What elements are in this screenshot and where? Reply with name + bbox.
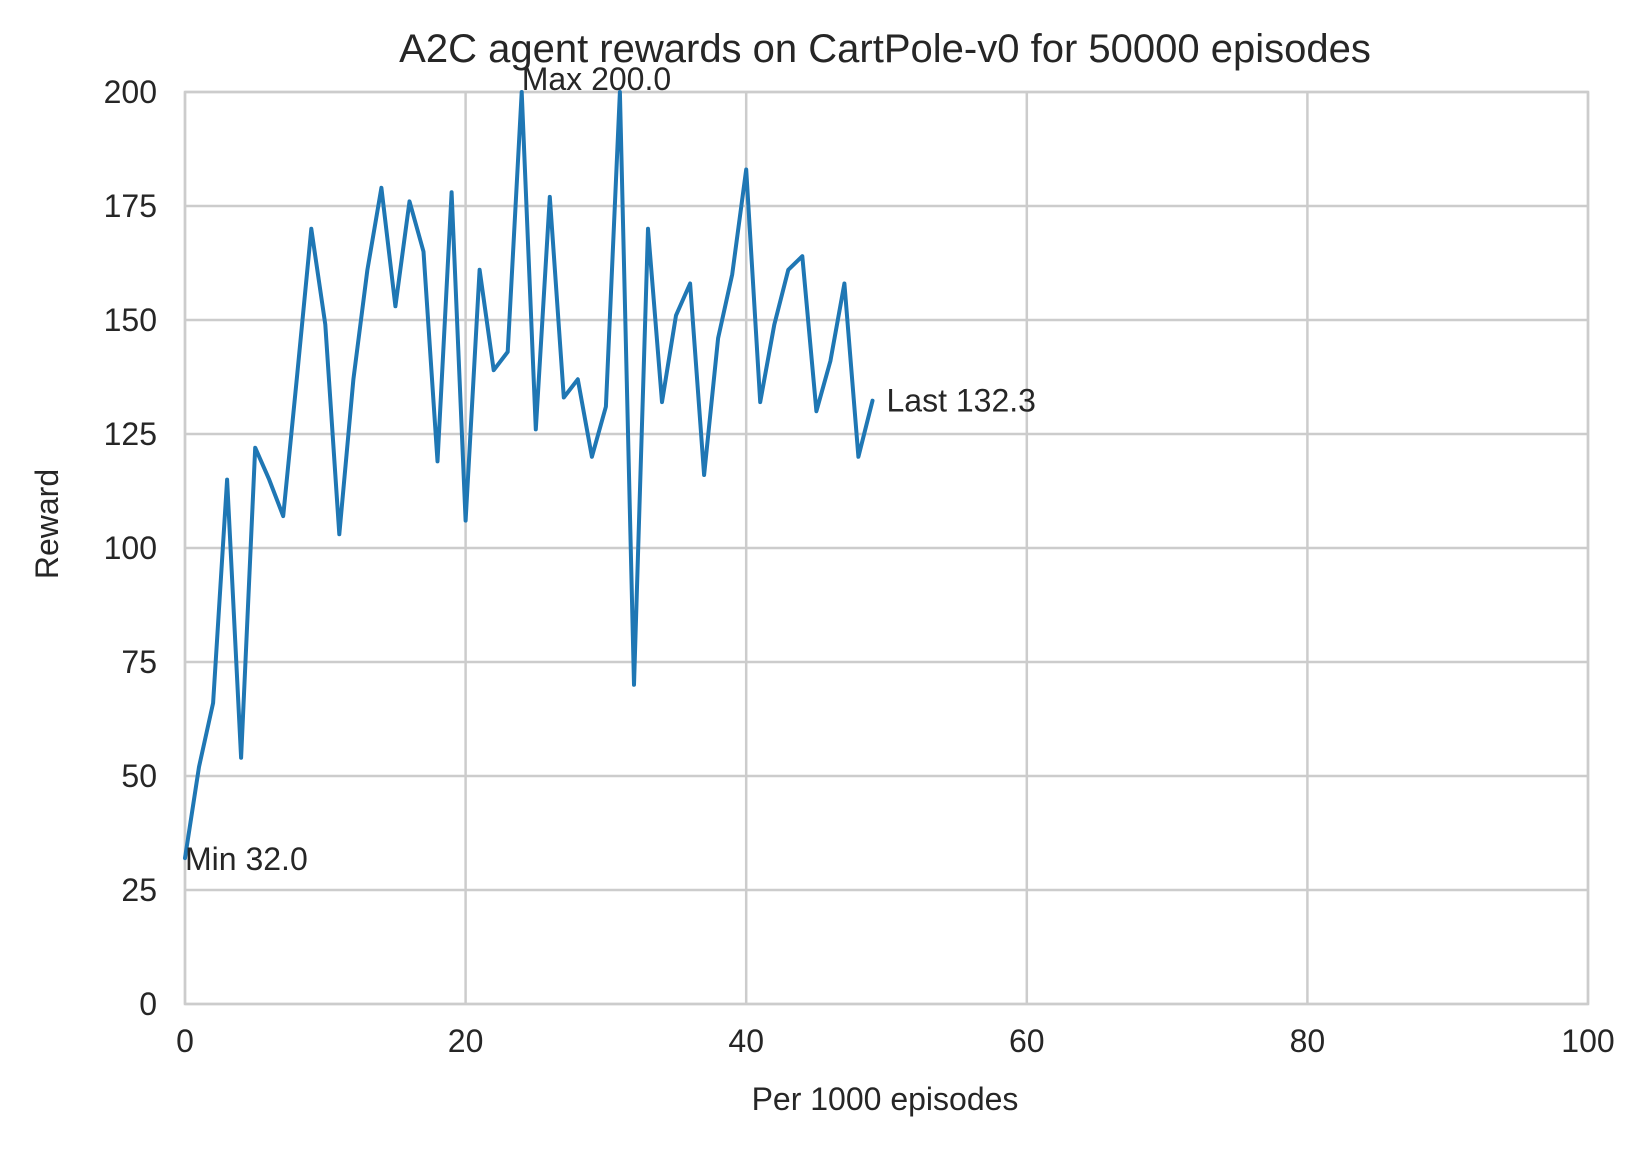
reward-series-line [183, 90, 875, 861]
y-tick-label: 200 [104, 74, 157, 110]
x-tick-label: 0 [176, 1023, 194, 1059]
x-tick-label: 80 [1290, 1023, 1326, 1059]
y-tick-label: 100 [104, 530, 157, 566]
y-tick-label: 25 [121, 872, 157, 908]
x-axis-label: Per 1000 episodes [752, 1081, 1019, 1117]
annotation-label: Max 200.0 [522, 61, 671, 97]
x-tick-label: 40 [728, 1023, 764, 1059]
y-axis-ticks: 0 25 50 75 100 125 150 175 200 [104, 74, 157, 1022]
annotation-label: Last 132.3 [887, 383, 1036, 419]
x-tick-label: 100 [1561, 1023, 1614, 1059]
y-tick-label: 125 [104, 416, 157, 452]
x-axis-ticks: 0 20 40 60 80 100 [176, 1023, 1615, 1059]
annotation-label: Min 32.0 [185, 841, 308, 877]
series-layer [183, 90, 875, 861]
annotations: Max 200.0 Min 32.0 Last 132.3 [185, 61, 1036, 877]
y-tick-label: 150 [104, 302, 157, 338]
y-tick-label: 175 [104, 188, 157, 224]
x-tick-label: 60 [1009, 1023, 1045, 1059]
grid [183, 90, 1590, 1006]
y-tick-label: 0 [139, 986, 157, 1022]
y-axis-label: Reward [29, 469, 65, 579]
chart-title: A2C agent rewards on CartPole-v0 for 500… [399, 27, 1371, 71]
y-tick-label: 75 [121, 644, 157, 680]
y-tick-label: 50 [121, 758, 157, 794]
plot-frame [183, 90, 1590, 1006]
x-tick-label: 20 [448, 1023, 484, 1059]
